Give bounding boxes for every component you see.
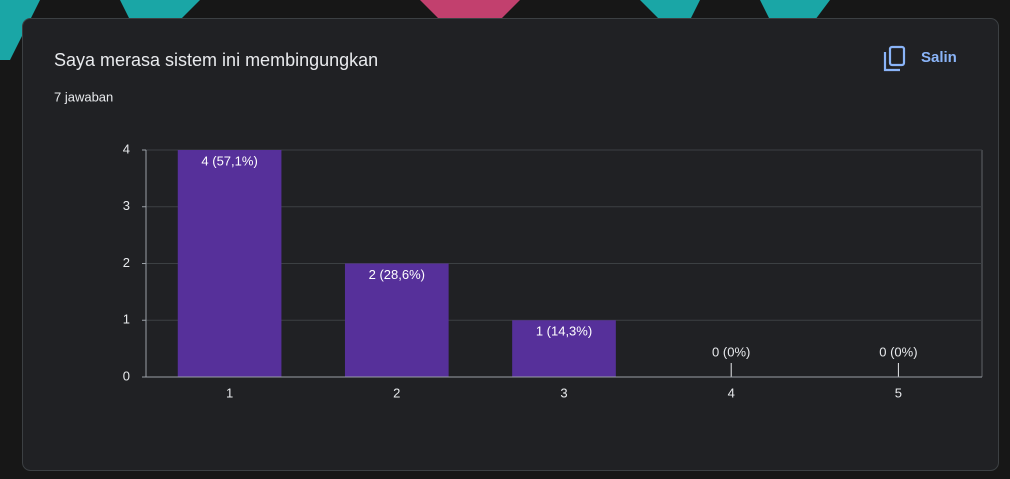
y-tick-label: 2 (123, 255, 130, 270)
decoration (0, 0, 40, 60)
x-tick-label: 5 (895, 385, 902, 400)
data-label: 1 (14,3%) (536, 324, 592, 339)
y-tick-label: 0 (123, 368, 130, 383)
copy-button[interactable]: Salin (883, 45, 957, 72)
data-label: 4 (57,1%) (201, 153, 257, 168)
x-tick-label: 1 (226, 385, 233, 400)
data-label: 0 (0%) (712, 344, 750, 359)
x-tick-label: 2 (393, 385, 400, 400)
copy-icon (888, 45, 906, 67)
data-label: 2 (28,6%) (369, 267, 425, 282)
question-title: Saya merasa sistem ini membingungkan (54, 50, 378, 70)
x-tick-label: 4 (728, 385, 735, 400)
data-label: 0 (0%) (879, 344, 917, 359)
card (22, 18, 999, 471)
decoration (640, 0, 700, 20)
decoration (120, 0, 200, 20)
y-tick-label: 1 (123, 312, 130, 327)
bar (177, 150, 282, 377)
bar (512, 320, 616, 377)
copy-icon (883, 52, 900, 72)
decoration (420, 0, 520, 20)
x-tick-label: 3 (560, 385, 567, 400)
bar (344, 263, 449, 377)
decoration (760, 0, 830, 20)
copy-label[interactable]: Salin (921, 49, 957, 66)
y-tick-label: 4 (123, 141, 130, 156)
y-tick-label: 3 (123, 198, 130, 213)
response-count: 7 jawaban (54, 89, 113, 104)
